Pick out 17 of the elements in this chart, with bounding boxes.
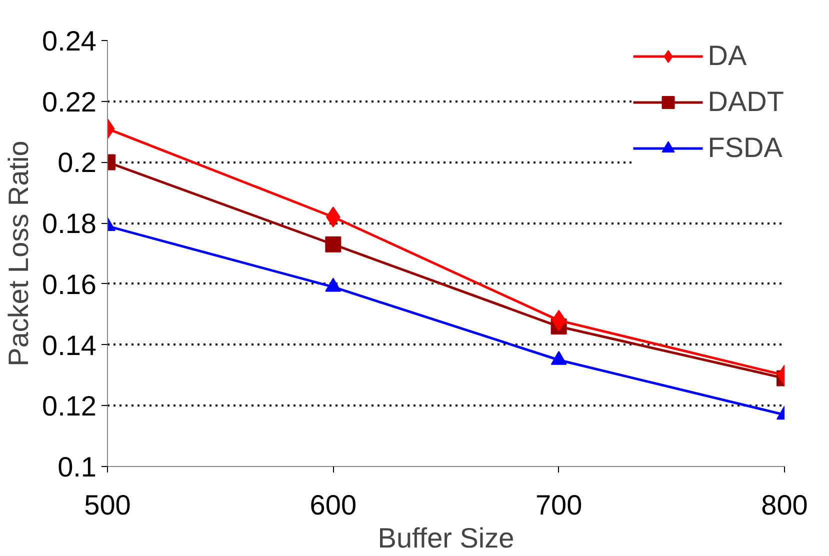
y-tick-label: 0.16 bbox=[42, 268, 97, 300]
legend-label: DADT bbox=[708, 86, 784, 118]
x-axis-title: Buffer Size bbox=[378, 522, 514, 554]
x-tick-label: 600 bbox=[310, 490, 357, 520]
legend-label: FSDA bbox=[708, 132, 782, 164]
y-tick-label: 0.18 bbox=[42, 208, 97, 240]
legend-label: DA bbox=[708, 40, 747, 72]
x-tick-label: 700 bbox=[535, 490, 582, 520]
y-tick-label: 0.12 bbox=[42, 390, 97, 422]
x-tick-label: 800 bbox=[761, 490, 808, 520]
x-tick-label: 500 bbox=[84, 490, 131, 520]
y-tick-label: 0.22 bbox=[42, 86, 97, 118]
y-tick-label: 0.14 bbox=[42, 330, 97, 361]
y-tick-label: 0.2 bbox=[58, 147, 97, 178]
y-tick-label: 0.1 bbox=[58, 452, 97, 482]
y-axis-title: Packet Loss Ratio bbox=[3, 140, 34, 366]
y-tick-label: 0.24 bbox=[42, 26, 97, 56]
